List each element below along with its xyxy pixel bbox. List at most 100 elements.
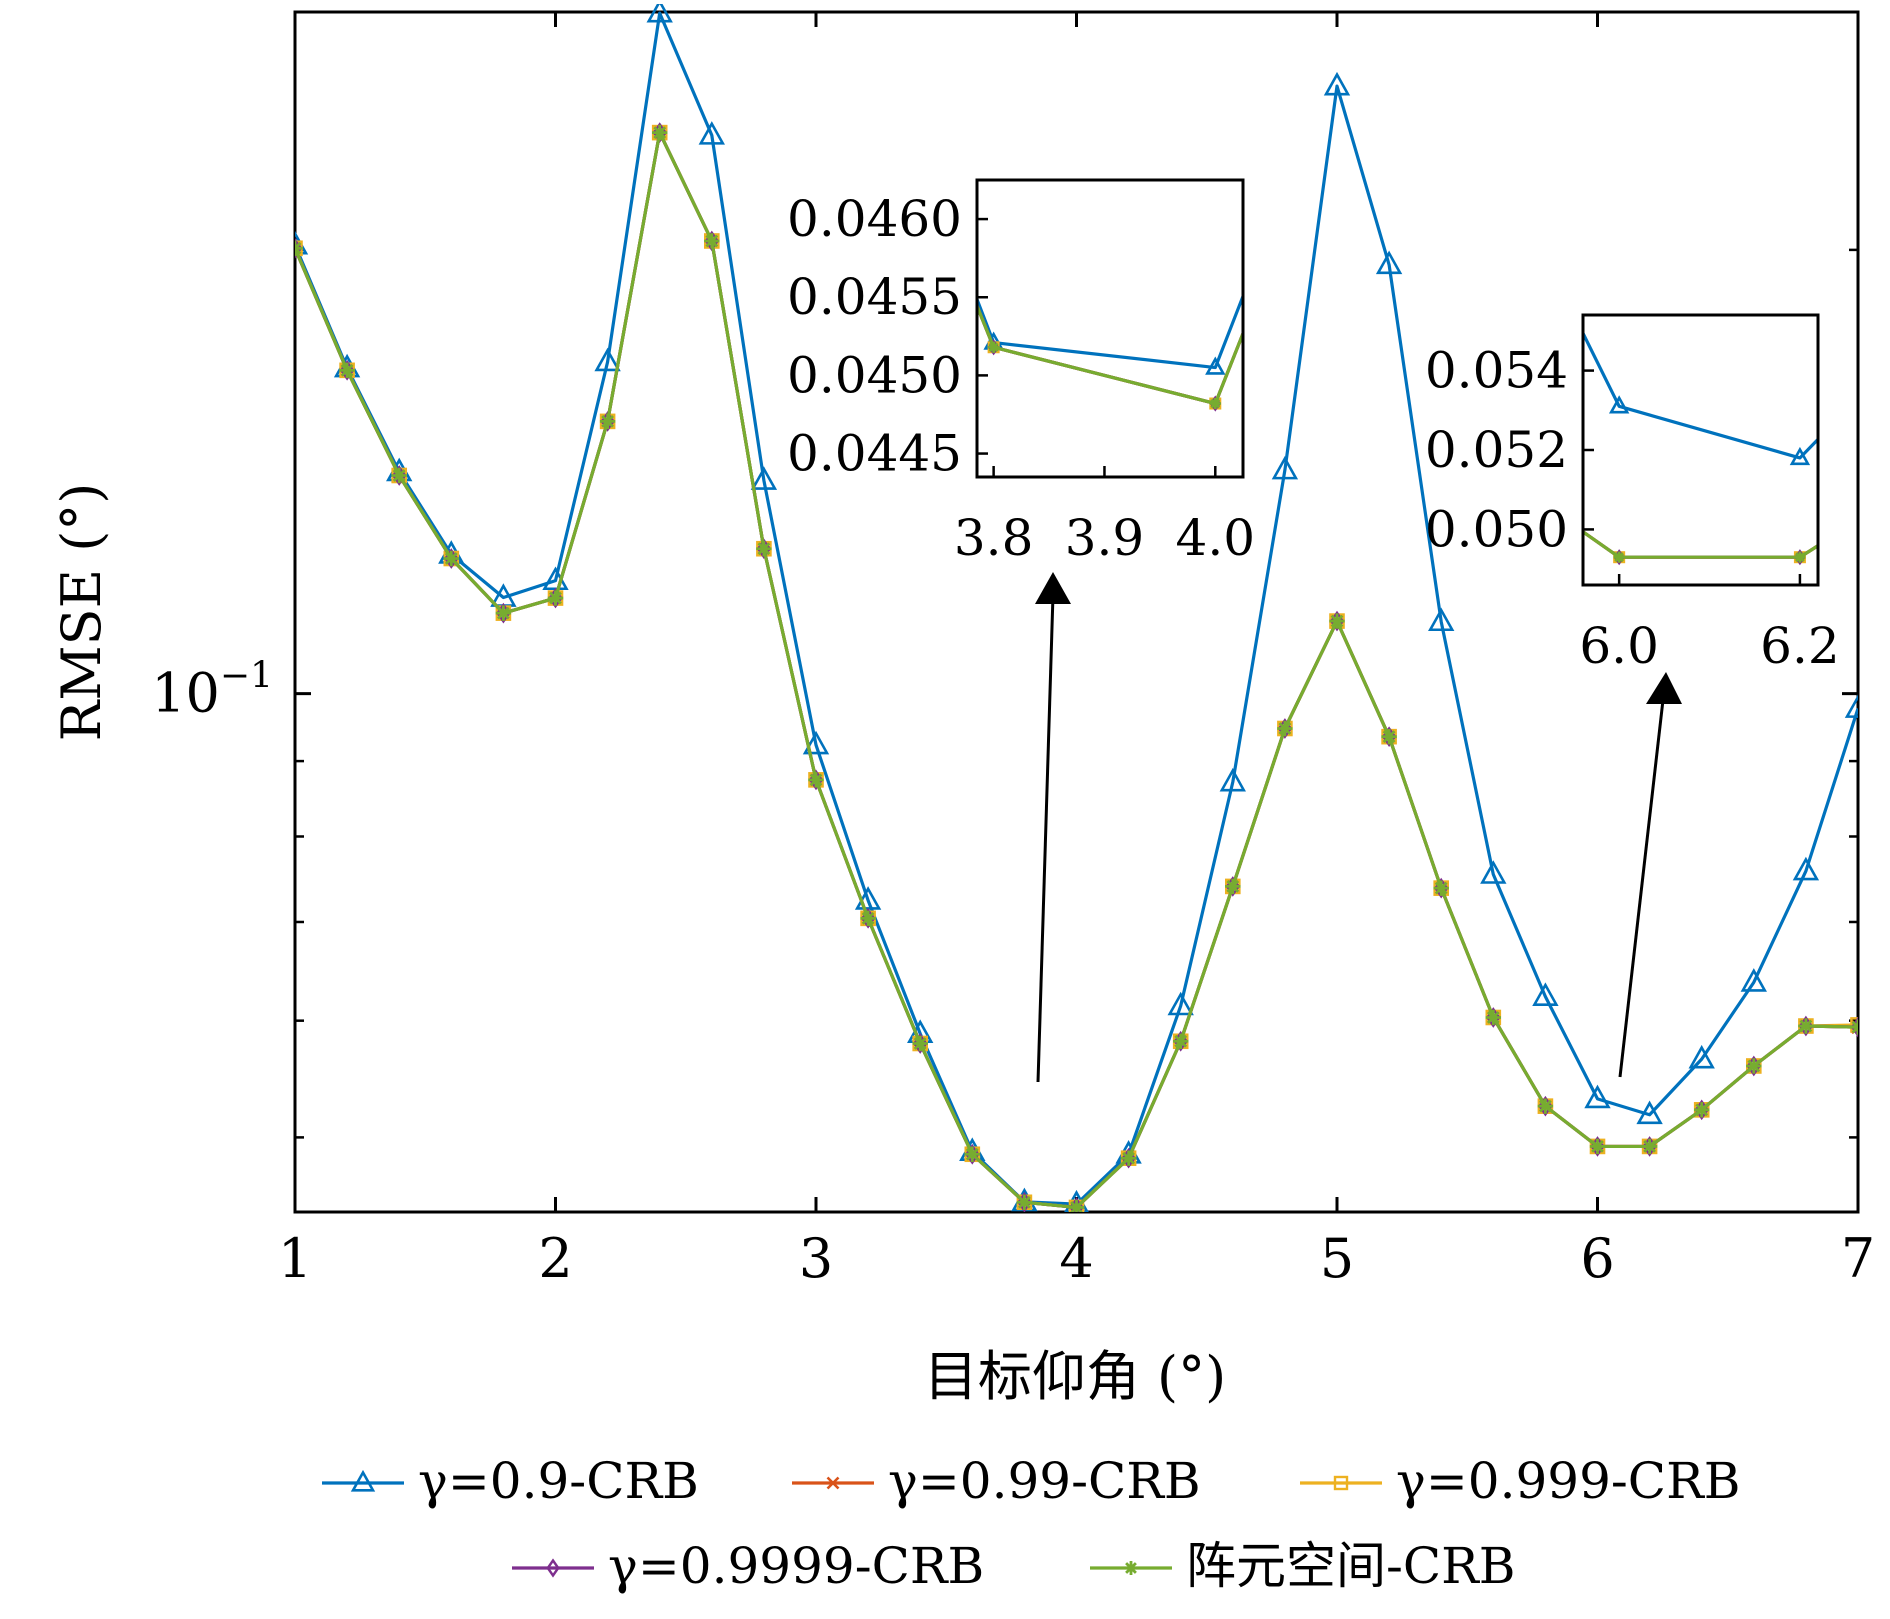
series-4-point-8-core (707, 237, 716, 245)
series-4-point-17-core (1176, 1037, 1185, 1046)
series-4-point-20-core (1333, 617, 1341, 625)
series-4-point-9-core (760, 544, 768, 553)
series-0-point-7 (646, 4, 673, 23)
series-0-point-17 (1167, 991, 1194, 1016)
series-4-point-14-core (1020, 1198, 1029, 1207)
legend-marker-4-core (1127, 1564, 1135, 1572)
inset-1-series-line-0 (977, 291, 1243, 370)
inset-zoom-6.0-6.2: 6.0 6.2 0.054 0.052 0.050 (1425, 33, 1840, 675)
series-4-point-15-core (1072, 1203, 1081, 1212)
legend-label-2: γ=0.999-CRB (1396, 1452, 1740, 1510)
inset-1-frame (975, 178, 1245, 479)
series-4-point-3-core (447, 554, 456, 563)
series-0-point-6 (594, 347, 621, 372)
inset-1-background (977, 180, 1243, 477)
x-tick-label-1: 2 (538, 1227, 572, 1290)
legend-label-0: γ=0.9-CRB (418, 1452, 699, 1510)
series-4-point-16-core (1124, 1154, 1133, 1163)
inset-2-pointer-arrow (1618, 699, 1665, 1078)
inset-2-x-tick-label-1: 6.2 (1760, 617, 1840, 675)
series-0-point-24 (1532, 982, 1559, 1006)
inset-1-x-tick-label-1: 3.9 (1065, 509, 1145, 567)
inset-1-y-tick-label-2: 0.0450 (787, 346, 962, 404)
series-4-point-18-core (1228, 882, 1237, 891)
legend-marker-2 (1333, 1475, 1349, 1491)
inset-2-x-tick-label-0: 6.0 (1579, 617, 1659, 675)
series-4-point-11-core (864, 914, 872, 923)
inset-2-series-0-point-1 (1608, 395, 1630, 414)
series-4-point-28-core (1749, 1062, 1758, 1070)
inset-1-x-tick-label-2: 4.0 (1176, 509, 1256, 567)
series-4-point-25-core (1593, 1142, 1602, 1151)
inset-1-y-tick-label-1: 0.0455 (787, 268, 962, 326)
series-0-point-23 (1480, 860, 1507, 884)
x-tick-label-3: 4 (1059, 1227, 1093, 1290)
series-4-point-12-core (916, 1039, 925, 1048)
inset-2-series-line-4 (1583, 529, 1818, 559)
x-tick-label-0: 1 (278, 1227, 312, 1290)
series-0-point-8 (698, 121, 725, 145)
inset-1-pointer-arrow (1036, 594, 1055, 1083)
series-0-point-25 (1584, 1084, 1611, 1109)
series-4-point-30-core (1854, 1023, 1858, 1031)
inset-2-series-4-point-2-core (1797, 554, 1803, 561)
y-tick-label-0: 10−1 (151, 656, 273, 725)
series-0-point-22 (1428, 607, 1455, 632)
inset-2-series-0-point-0 (1430, 33, 1446, 47)
legend-marker-1 (826, 1476, 840, 1490)
main-plot-area: 1 2 3 4 5 6 7 10−1 (151, 4, 1875, 1290)
inset-2-series-0-point-2 (1789, 446, 1811, 466)
series-0-point-21 (1375, 250, 1403, 275)
series-4-point-24-core (1541, 1102, 1550, 1111)
inset-2-arrowhead (1646, 672, 1682, 704)
series-4-point-26-core (1645, 1142, 1654, 1151)
series-0-point-9 (750, 466, 778, 490)
inset-2-y-tick-label-1: 0.052 (1425, 421, 1568, 479)
series-4-point-10-core (812, 776, 820, 784)
series-0-point-26 (1636, 1100, 1663, 1125)
y-axis-label: RMSE (°) (50, 483, 113, 742)
series-4-point-21-core (1385, 732, 1393, 741)
x-tick-label-4: 5 (1320, 1227, 1354, 1290)
x-tick-label-2: 3 (799, 1227, 833, 1290)
legend-marker-0 (350, 1469, 376, 1492)
legend: γ=0.9-CRB γ=0.99-CRB γ=0.999-CRB γ=0.9999-C… (322, 1452, 1740, 1595)
inset-1-arrowhead (1035, 572, 1071, 604)
legend-label-4: 阵元空间-CRB (1186, 1537, 1516, 1595)
inset-2-background (1583, 315, 1818, 585)
inset-1-series-0-point-2 (1205, 356, 1226, 375)
inset-1-series-line-4 (977, 301, 1243, 406)
series-4-point-6-core (603, 417, 612, 426)
series-0-point-20 (1323, 71, 1351, 96)
inset-2-series-4-point-1-core (1616, 554, 1622, 561)
series-0-point-19 (1271, 455, 1299, 480)
inset-1-x-tick-label-0: 3.8 (954, 509, 1034, 567)
series-0-point-30 (1844, 694, 1858, 718)
legend-label-1: γ=0.99-CRB (888, 1452, 1201, 1510)
series-4-point-0-core (295, 244, 299, 253)
inset-1-series-4-point-2-core (1212, 400, 1219, 407)
x-tick-label-5: 6 (1580, 1227, 1614, 1290)
series-0-point-28 (1740, 968, 1767, 992)
series-4-point-23-core (1489, 1013, 1498, 1022)
inset-1-y-tick-label-3: 0.0445 (787, 425, 962, 483)
x-axis-label: 目标仰角 (°) (924, 1345, 1226, 1408)
series-4-point-1-core (343, 366, 351, 375)
series-0-point-27 (1688, 1044, 1715, 1069)
inset-2-y-tick-label-2: 0.050 (1425, 500, 1568, 558)
series-2-point-30 (1850, 1017, 1858, 1033)
inset-zoom-3.8-4.0: 3.8 3.9 4.0 0.0460 0.0455 0.0450 0.0445 (787, 178, 1256, 567)
series-0-point-18 (1219, 767, 1246, 792)
series-4-point-19-core (1281, 724, 1289, 733)
series-4-point-5-core (551, 594, 560, 602)
inset-2-y-tick-label-0: 0.054 (1425, 342, 1568, 400)
series-4-point-7-core (655, 128, 664, 137)
legend-label-3: γ=0.9999-CRB (608, 1537, 984, 1595)
series-4-point-13-core (968, 1150, 977, 1159)
series-4-point-22-core (1437, 884, 1446, 892)
series-4-point-2-core (395, 471, 404, 480)
inset-1-series-4-point-1-core (990, 344, 997, 351)
series-4-point-4-core (499, 609, 508, 617)
inset-1-y-tick-label-0: 0.0460 (787, 190, 962, 248)
